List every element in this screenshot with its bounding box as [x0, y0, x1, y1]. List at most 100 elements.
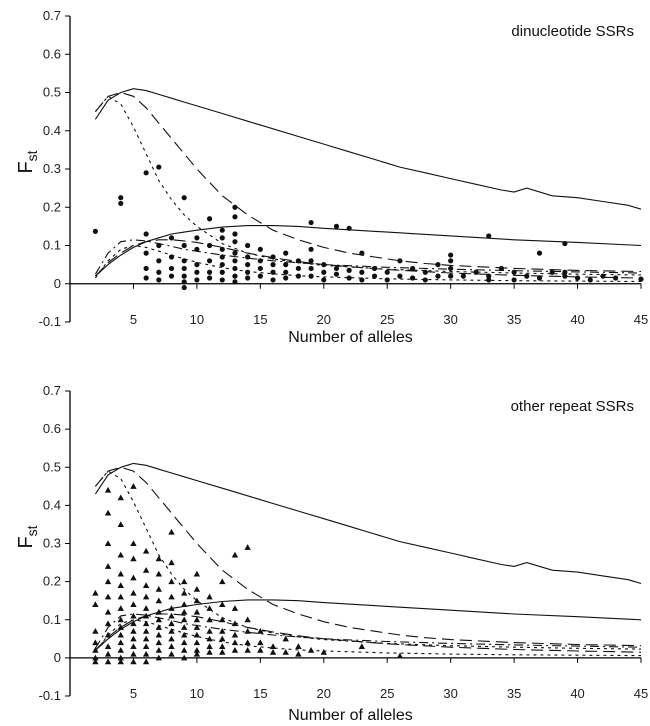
data-point — [346, 275, 352, 281]
data-point — [181, 265, 187, 272]
data-point — [245, 269, 251, 275]
data-point — [181, 589, 188, 596]
data-point — [333, 265, 340, 272]
data-point — [117, 639, 124, 646]
x-tick-label: 35 — [507, 312, 521, 327]
data-point — [219, 643, 226, 649]
data-point — [410, 265, 416, 272]
data-point — [232, 250, 238, 256]
data-point — [194, 246, 200, 252]
data-point — [359, 250, 365, 256]
data-point — [92, 627, 99, 634]
data-point — [92, 601, 99, 608]
y-axis-label: Fst — [15, 150, 40, 173]
y-tick-label: 0.5 — [43, 459, 61, 474]
data-point — [143, 170, 149, 176]
data-point — [193, 631, 201, 638]
data-point — [92, 589, 99, 596]
data-point — [320, 648, 327, 655]
data-point — [232, 258, 238, 264]
data-point — [130, 589, 137, 596]
y-tick-label: -0.1 — [39, 688, 61, 703]
data-point — [193, 650, 201, 657]
data-point — [244, 616, 251, 623]
data-point — [232, 273, 238, 279]
data-point — [257, 647, 264, 653]
data-point — [219, 262, 225, 268]
data-point — [244, 627, 251, 634]
data-point — [130, 612, 137, 619]
data-point — [231, 639, 239, 646]
data-point — [181, 654, 188, 661]
data-point — [104, 563, 112, 569]
data-point — [181, 624, 188, 630]
data-point — [219, 635, 226, 642]
data-point — [104, 631, 112, 638]
y-tick-label: 0.3 — [43, 536, 61, 551]
data-point — [193, 570, 201, 577]
data-point — [333, 271, 340, 277]
data-point — [333, 223, 340, 229]
data-point — [257, 273, 263, 279]
data-point — [206, 605, 213, 611]
data-point — [422, 277, 428, 283]
data-point — [257, 258, 263, 264]
data-point — [321, 262, 327, 268]
data-point — [117, 494, 124, 501]
data-point — [486, 233, 492, 239]
series-line-5-dashdot — [94, 239, 642, 275]
data-point — [155, 631, 163, 638]
series-line-0-solid — [94, 88, 642, 210]
data-point — [142, 620, 150, 627]
series-line-4-dash — [95, 239, 642, 279]
data-point — [232, 279, 238, 285]
y-tick-label: -0.1 — [39, 314, 61, 329]
data-point — [142, 658, 150, 665]
data-point — [118, 200, 124, 207]
data-point — [244, 544, 251, 550]
x-axis-label: Number of alleles — [288, 707, 413, 724]
data-point — [181, 279, 187, 285]
data-point — [181, 284, 187, 291]
data-point — [104, 509, 112, 516]
data-point — [168, 643, 175, 649]
data-point — [181, 195, 187, 201]
data-point — [473, 269, 479, 275]
series-line-1-dash — [94, 466, 642, 647]
data-point — [104, 658, 112, 665]
data-point — [257, 627, 264, 634]
data-point — [295, 643, 302, 649]
data-point — [181, 647, 188, 653]
data-point — [142, 605, 150, 611]
data-point — [168, 627, 175, 634]
data-point — [155, 597, 163, 604]
data-point — [283, 275, 289, 281]
data-point — [562, 240, 568, 247]
series-line-1-dash — [94, 91, 642, 273]
data-point — [371, 265, 378, 272]
series-line-6-dot — [94, 244, 642, 283]
data-point — [511, 269, 517, 275]
data-point — [168, 254, 175, 260]
data-point — [193, 647, 201, 653]
data-point — [270, 262, 276, 268]
data-point — [219, 269, 225, 275]
y-tick-label: 0.6 — [43, 421, 61, 436]
panel-other-repeat: -0.1 0 0.1 0.2 0.3 0.4 0.5 0.6 0.7 5 10 15 20 25 30 35 4… — [15, 383, 648, 724]
data-point — [168, 235, 175, 241]
data-point — [206, 258, 213, 264]
data-point — [460, 273, 466, 279]
data-point — [600, 273, 606, 279]
data-point — [168, 593, 175, 600]
data-point — [194, 262, 200, 268]
series-line-5-dashdot — [94, 613, 642, 649]
data-point — [104, 540, 112, 547]
y-tick-label: 0.1 — [43, 238, 61, 253]
x-tick-label: 35 — [507, 686, 521, 701]
x-tick-label: 30 — [443, 312, 457, 327]
data-point — [117, 647, 124, 653]
y-tick-label: 0.7 — [43, 8, 61, 23]
x-tick-label: 40 — [570, 686, 584, 701]
data-point — [245, 242, 251, 249]
data-point — [384, 269, 390, 275]
